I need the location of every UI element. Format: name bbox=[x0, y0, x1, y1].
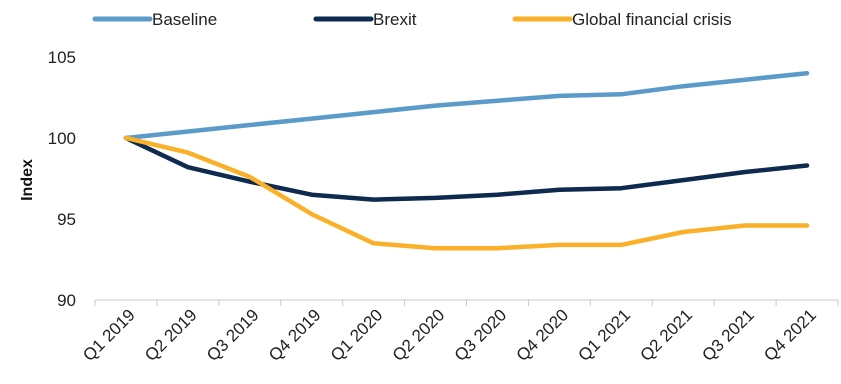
legend: Baseline Brexit Global financial crisis bbox=[92, 10, 732, 29]
y-tick-label: 105 bbox=[48, 48, 76, 67]
x-tick-label: Q4 2020 bbox=[513, 305, 573, 365]
series-line-brexit bbox=[123, 135, 810, 202]
x-tick-label: Q2 2020 bbox=[389, 305, 449, 365]
legend-label-baseline: Baseline bbox=[152, 10, 217, 29]
x-tick-label: Q4 2019 bbox=[265, 305, 325, 365]
x-tick-label: Q4 2021 bbox=[760, 305, 820, 365]
x-tick-label: Q2 2021 bbox=[636, 305, 696, 365]
series-group bbox=[123, 70, 810, 251]
x-axis: Q1 2019 Q2 2019 Q3 2019 Q4 2019 Q1 2020 Q2 20… bbox=[79, 299, 839, 365]
x-tick-label: Q1 2019 bbox=[79, 305, 139, 365]
y-tick-label: 90 bbox=[57, 291, 76, 310]
x-tick-label: Q3 2019 bbox=[203, 305, 263, 365]
x-tick-label: Q2 2019 bbox=[141, 305, 201, 365]
series-line-global-financial-crisis bbox=[123, 135, 810, 251]
y-tick-label: 95 bbox=[57, 210, 76, 229]
series-line-baseline bbox=[123, 70, 810, 141]
x-tick-label: Q1 2020 bbox=[327, 305, 387, 365]
legend-label-brexit: Brexit bbox=[373, 10, 417, 29]
x-tick-label: Q1 2021 bbox=[575, 305, 635, 365]
y-tick-label: 100 bbox=[48, 129, 76, 148]
x-tick-label: Q3 2020 bbox=[451, 305, 511, 365]
legend-label-global-financial-crisis: Global financial crisis bbox=[572, 10, 732, 29]
x-tick-label: Q3 2021 bbox=[698, 305, 758, 365]
y-axis: 90 95 100 105 bbox=[48, 48, 76, 310]
y-axis-title: Index bbox=[19, 159, 36, 201]
